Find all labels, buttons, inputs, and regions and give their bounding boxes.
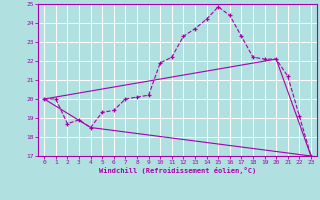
X-axis label: Windchill (Refroidissement éolien,°C): Windchill (Refroidissement éolien,°C) (99, 167, 256, 174)
